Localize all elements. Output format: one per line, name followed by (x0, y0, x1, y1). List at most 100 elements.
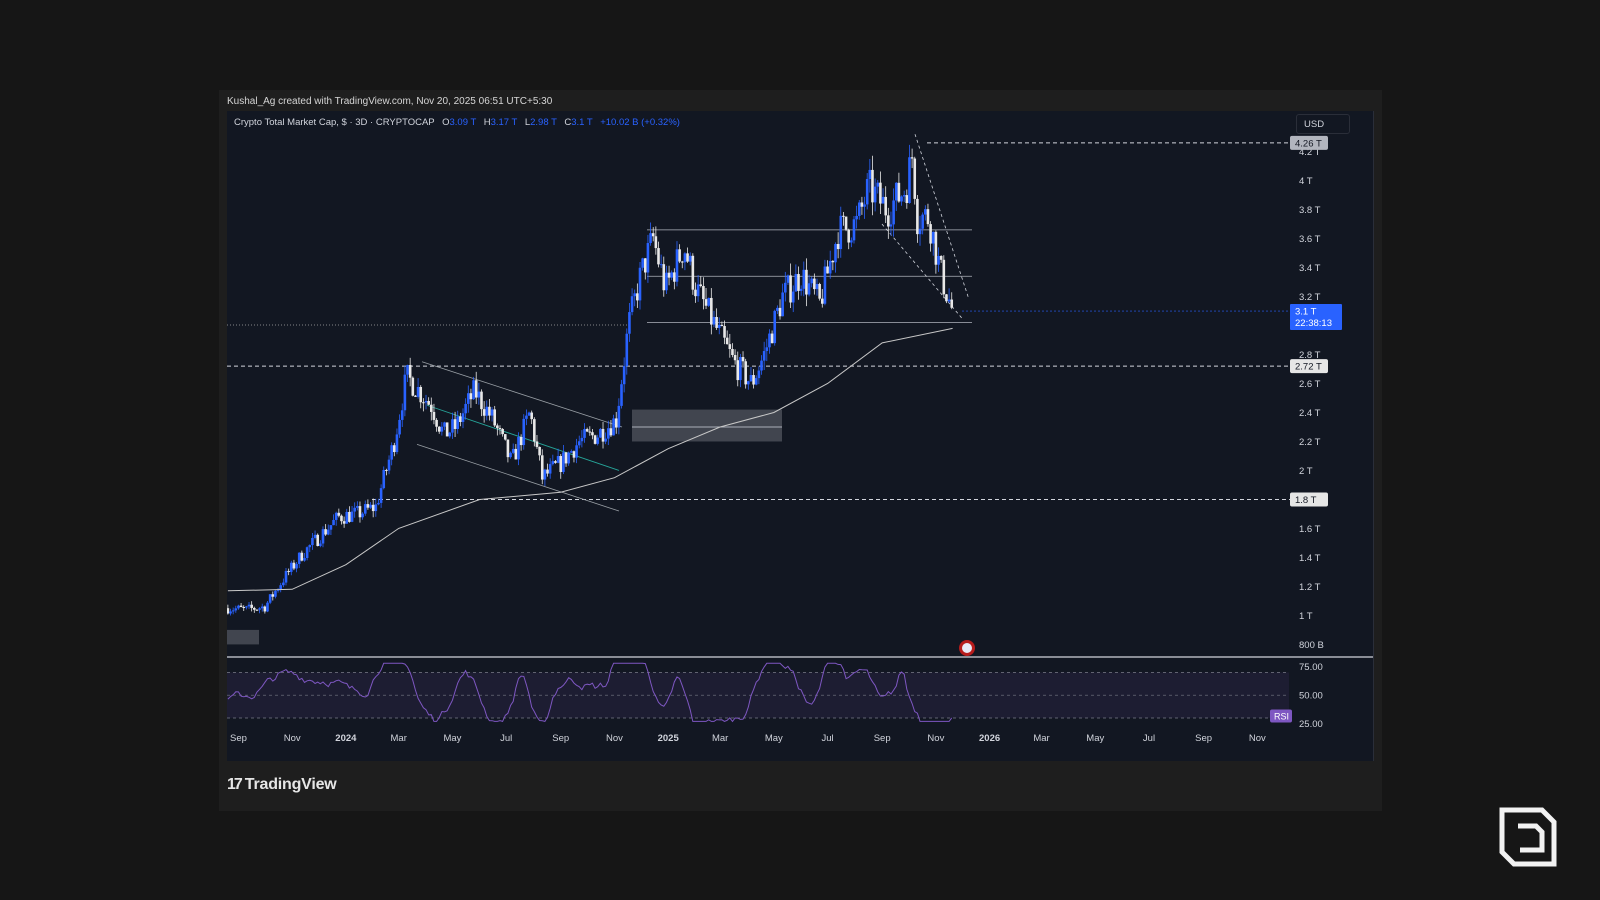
candle-body (340, 515, 343, 522)
candle-body (641, 258, 644, 268)
candle-body (794, 274, 798, 292)
candle-body (448, 432, 452, 437)
candle-body (287, 570, 290, 572)
candle-body (897, 182, 901, 202)
candle-body (913, 158, 917, 199)
x-axis-tick-label: Sep (1195, 733, 1212, 744)
candle-body (847, 229, 851, 243)
candle-body (696, 284, 700, 297)
candle-body (715, 316, 718, 328)
candle-body (416, 386, 420, 397)
candle-body (427, 400, 430, 405)
candle-body (844, 216, 848, 230)
candle-body (519, 436, 523, 446)
candle-body (873, 186, 877, 203)
channel-line (421, 361, 623, 428)
candle-body (525, 415, 528, 419)
candle-body (239, 605, 243, 608)
x-axis-tick-label: Jul (821, 733, 833, 744)
candle-body (570, 451, 573, 453)
candle-body (813, 278, 816, 290)
candle-body (828, 260, 832, 274)
candle-body (366, 504, 370, 508)
x-axis-tick-label: Nov (606, 733, 623, 744)
candle-body (686, 253, 689, 262)
candle-body (540, 455, 544, 480)
candle-body (527, 412, 531, 416)
moving-average-line (227, 327, 953, 592)
candle-body (242, 607, 246, 609)
candle-body (400, 410, 404, 420)
candle-body (802, 269, 806, 289)
candle-body (548, 464, 552, 474)
candle-body (871, 169, 874, 203)
candle-body (863, 204, 866, 207)
candle-body (414, 395, 417, 397)
candle-body (596, 437, 600, 444)
candle-body (268, 594, 272, 603)
candle-body (361, 513, 364, 518)
candle-body (620, 384, 623, 406)
candle-body (546, 469, 549, 474)
candle-body (292, 562, 296, 569)
candle-body (688, 255, 692, 262)
candle-body (617, 405, 621, 428)
candle-body (768, 333, 771, 348)
candle-body (834, 243, 837, 263)
candle-body (437, 426, 441, 432)
candle-body (918, 228, 922, 235)
symbol-legend: Crypto Total Market Cap, $ · 3D · CRYPTO… (234, 117, 680, 128)
candle-body (950, 299, 954, 308)
candle-body (583, 429, 586, 438)
open-value: 3.09 T (449, 117, 477, 128)
candle-body (554, 461, 557, 463)
candle-body (511, 448, 515, 453)
candle-body (334, 512, 338, 520)
candle-body (628, 312, 631, 334)
candle-body (337, 512, 341, 516)
candle-body (601, 428, 605, 442)
candle-body (493, 409, 497, 426)
rsi-line (227, 662, 953, 723)
y-axis-tick-label: 1.6 T (1299, 524, 1321, 535)
candle-body (453, 419, 457, 429)
candle-body (533, 419, 536, 442)
tradingview-logo[interactable]: 17 TradingView (227, 776, 337, 794)
candle-body (271, 594, 275, 597)
candle-body (649, 233, 652, 244)
candle-body (588, 431, 592, 433)
candle-body (311, 537, 314, 546)
candle-body (894, 182, 898, 201)
current-price-label-bg (1290, 304, 1342, 331)
chart-panel[interactable]: 4.4 T4.2 T4 T3.8 T3.6 T3.4 T3.2 T2.8 T2.… (227, 111, 1374, 761)
candle-body (760, 360, 763, 371)
candle-body (443, 422, 446, 427)
candle-body (535, 441, 539, 447)
x-axis-tick-label: May (765, 733, 783, 744)
candle-body (860, 202, 864, 207)
change-value: +10.02 B (+0.32%) (600, 117, 680, 128)
candle-body (747, 381, 750, 385)
candle-body (424, 400, 428, 403)
y-axis-tick-label: 1.4 T (1299, 553, 1321, 564)
candle-body (308, 545, 312, 548)
candle-body (485, 406, 489, 416)
candle-body (683, 253, 687, 263)
tradingview-mark-icon: 17 (227, 776, 243, 793)
y-axis-tick-label: 4 T (1299, 176, 1313, 187)
x-axis-tick-label: Mar (712, 733, 728, 744)
candle-body (728, 344, 732, 350)
candle-body (390, 445, 393, 460)
price-label-bg (1290, 135, 1328, 150)
y-axis-tick-label: 800 B (1299, 640, 1324, 651)
candle-body (403, 374, 407, 411)
currency-button[interactable]: USD (1296, 114, 1350, 134)
x-axis-tick-label: May (1086, 733, 1104, 744)
candle-body (905, 195, 909, 203)
candle-body (855, 215, 858, 220)
candle-body (474, 380, 478, 398)
price-chart-canvas[interactable]: 4.4 T4.2 T4 T3.8 T3.6 T3.4 T3.2 T2.8 T2.… (227, 111, 1373, 761)
candle-body (916, 198, 919, 235)
candle-body (831, 260, 835, 263)
candle-body (530, 412, 533, 420)
